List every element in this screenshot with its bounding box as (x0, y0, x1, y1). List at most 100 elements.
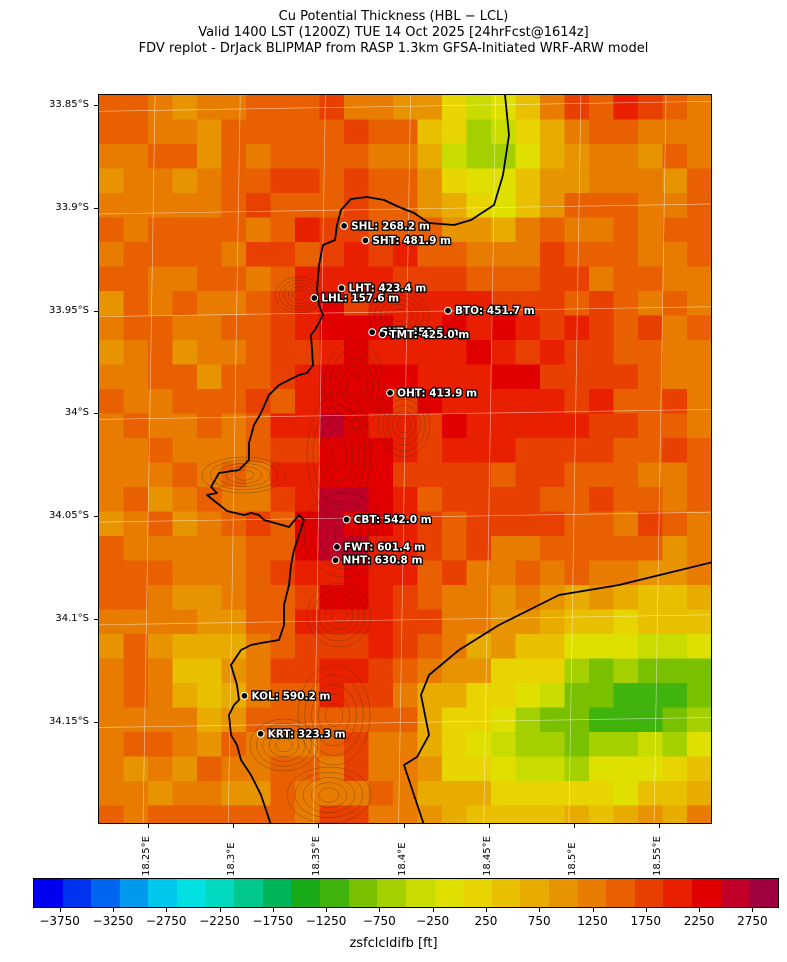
field-cell (712, 218, 713, 243)
field-cell (540, 119, 566, 145)
field-cell (613, 364, 639, 390)
field-cell (417, 340, 443, 366)
field-cell (442, 193, 468, 219)
field-cell (515, 95, 541, 121)
field-cell (123, 291, 149, 317)
field-cell (393, 462, 419, 488)
colorbar-tick (432, 908, 434, 912)
field-cell (172, 805, 198, 823)
field-cell (442, 168, 468, 194)
field-cell (491, 389, 517, 415)
field-cell (638, 560, 664, 586)
field-cell (197, 634, 223, 660)
field-cell (99, 193, 125, 219)
field-cell (564, 585, 590, 611)
field-cell (197, 266, 223, 292)
field-cell (270, 585, 296, 611)
contour-line (382, 398, 426, 452)
meridian-line (398, 95, 411, 823)
field-cell (123, 487, 149, 513)
field-cell (638, 609, 664, 635)
field-cell (148, 168, 174, 194)
field-cell (662, 291, 688, 317)
field-cell (564, 634, 590, 660)
colorbar-tick (645, 908, 647, 912)
field-cell (148, 634, 174, 660)
field-cell (564, 144, 590, 170)
field-cell (589, 95, 615, 121)
colorbar (33, 878, 779, 908)
colorbar-cell (320, 879, 349, 907)
site-marker (340, 221, 349, 230)
field-cell (540, 291, 566, 317)
field-cell (515, 487, 541, 513)
field-cell (319, 242, 345, 268)
field-cell (221, 536, 247, 562)
field-cell (515, 536, 541, 562)
field-cell (172, 119, 198, 145)
field-cell (466, 364, 492, 390)
field-cell (417, 144, 443, 170)
field-cell (319, 560, 345, 586)
field-cell (712, 291, 713, 316)
field-cell (123, 609, 149, 635)
field-cell (589, 756, 615, 782)
field-cell (515, 413, 541, 439)
contour-line (297, 664, 371, 766)
site-marker (368, 328, 377, 337)
field-cell (540, 658, 566, 684)
field-cell (564, 683, 590, 709)
field-cell (246, 487, 272, 513)
field-cell (589, 609, 615, 635)
field-cell (221, 217, 247, 243)
field-cell (319, 217, 345, 243)
field-cell (172, 462, 198, 488)
colorbar-cell (205, 879, 235, 907)
field-cell (197, 707, 223, 733)
contour-line (324, 703, 344, 727)
field-cell (662, 683, 688, 709)
field-cell (319, 119, 345, 145)
field-cell (319, 315, 345, 341)
field-cell (99, 438, 125, 464)
field-cell (540, 683, 566, 709)
colorbar-tick (59, 908, 61, 912)
field-cell (393, 168, 419, 194)
field-cell (491, 462, 517, 488)
field-cell (417, 585, 443, 611)
field-cell (540, 462, 566, 488)
field-cell (172, 732, 198, 758)
contour-line (306, 392, 372, 518)
field-cell (148, 805, 174, 823)
field-cell (417, 609, 443, 635)
field-cell (99, 95, 125, 121)
field-cell (687, 438, 711, 464)
field-cell (270, 756, 296, 782)
field-cell (540, 193, 566, 219)
field-cell (344, 438, 370, 464)
field-cell (319, 805, 345, 823)
field-cell (99, 266, 125, 292)
field-cell (417, 511, 443, 537)
field-cell (515, 438, 541, 464)
field-cell (442, 242, 468, 268)
field-cell (491, 707, 517, 733)
field-cell (344, 242, 370, 268)
field-cell (368, 536, 394, 562)
field-cell (295, 805, 321, 823)
site-label: KOL: 590.2 m (251, 690, 330, 702)
field-cell (368, 511, 394, 537)
field-cell (172, 266, 198, 292)
field-cell (368, 95, 394, 121)
site-marker (444, 306, 452, 315)
field-cell (638, 193, 664, 219)
field-cell (270, 683, 296, 709)
field-cell (564, 168, 590, 194)
field-cell (197, 487, 223, 513)
field-cell (246, 389, 272, 415)
field-cell (613, 805, 639, 823)
field-cell (148, 193, 174, 219)
field-cell (540, 487, 566, 513)
field-cell (221, 315, 247, 341)
field-cell (344, 511, 370, 537)
